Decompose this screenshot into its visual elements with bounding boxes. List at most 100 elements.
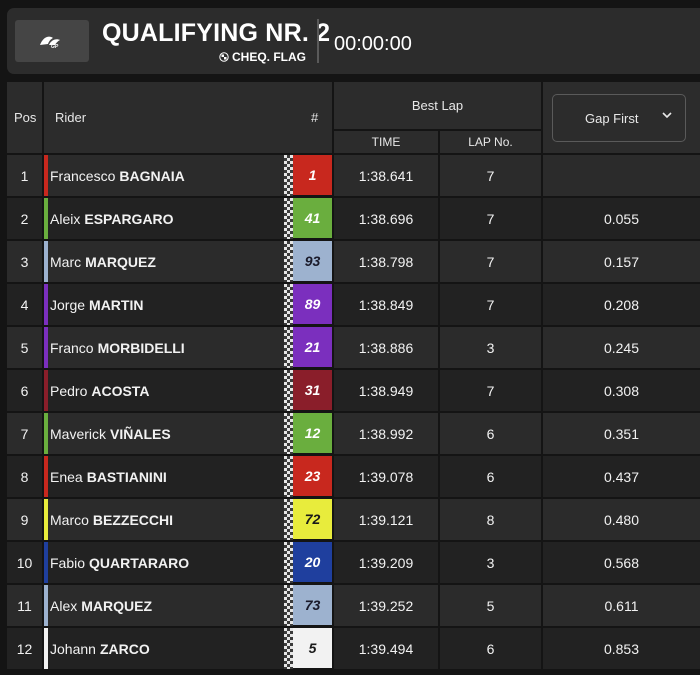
table-row[interactable]: 7 Maverick VIÑALES 12 1:38.992 6 0.351 <box>7 413 700 455</box>
gap-value: 0.351 <box>603 425 640 442</box>
team-color-stripe <box>44 413 48 454</box>
best-lap-time: 1:39.209 <box>358 554 414 571</box>
gap-cell: 0.055 <box>543 198 700 239</box>
rider-first-name: Pedro <box>50 382 88 399</box>
table-row[interactable]: 10 Fabio QUARTARARO 20 1:39.209 3 0.568 <box>7 542 700 584</box>
best-lap-time-cell: 1:38.886 <box>334 327 438 368</box>
rider-number-cell: 21 <box>284 327 332 369</box>
best-lap-time-cell: 1:39.209 <box>334 542 438 583</box>
rider-first-name: Francesco <box>50 167 116 184</box>
position-value: 2 <box>20 210 29 227</box>
lap-number: 7 <box>486 296 495 313</box>
team-color-stripe <box>44 198 48 239</box>
position-cell: 4 <box>7 284 42 325</box>
rider-last-name: BAGNAIA <box>119 167 185 184</box>
best-lap-time: 1:39.078 <box>358 468 414 485</box>
rider-number: 31 <box>293 370 332 410</box>
rider-last-name: MARTIN <box>89 296 144 313</box>
rider-cell: Alex MARQUEZ <box>44 585 290 626</box>
rider-last-name: MORBIDELLI <box>97 339 185 356</box>
gap-cell: 0.157 <box>543 241 700 282</box>
col-header-lap-no: LAP No. <box>440 131 541 153</box>
rider-last-name: MARQUEZ <box>81 597 153 614</box>
checkered-flag-icon <box>284 241 293 283</box>
position-value: 7 <box>20 425 29 442</box>
col-header-best-lap: Best Lap <box>334 82 541 129</box>
rider-number-cell: 5 <box>284 628 332 670</box>
rider-first-name: Marc <box>50 253 82 270</box>
rider-first-name: Marco <box>50 511 89 528</box>
rider-number: 41 <box>293 198 332 238</box>
best-lap-time-cell: 1:38.696 <box>334 198 438 239</box>
rider-first-name: Johann <box>50 640 96 657</box>
rider-number: 20 <box>293 542 332 582</box>
rider-last-name: VIÑALES <box>110 425 171 442</box>
chevron-down-icon <box>662 112 672 119</box>
position-cell: 7 <box>7 413 42 454</box>
rider-first-name: Fabio <box>50 554 86 571</box>
lap-number: 7 <box>486 167 495 184</box>
rider-last-name: ESPARGARO <box>84 210 174 227</box>
rider-first-name: Aleix <box>50 210 81 227</box>
best-lap-time-cell: 1:39.494 <box>334 628 438 669</box>
best-lap-time: 1:38.949 <box>358 382 414 399</box>
gap-value: 0.611 <box>604 597 639 614</box>
gap-value: 0.437 <box>603 468 640 485</box>
best-lap-time-cell: 1:38.949 <box>334 370 438 411</box>
checkered-flag-icon <box>284 370 293 412</box>
position-value: 8 <box>20 468 29 485</box>
gap-value: 0.157 <box>603 253 640 270</box>
best-lap-time-cell: 1:39.121 <box>334 499 438 540</box>
table-row[interactable]: 12 Johann ZARCO 5 1:39.494 6 0.853 <box>7 628 700 670</box>
table-row[interactable]: 8 Enea BASTIANINI 23 1:39.078 6 0.437 <box>7 456 700 498</box>
col-header-number: # <box>311 110 319 125</box>
header-divider <box>317 19 319 63</box>
rider-number: 12 <box>293 413 332 453</box>
table-row[interactable]: 5 Franco MORBIDELLI 21 1:38.886 3 0.245 <box>7 327 700 369</box>
rider-number: 93 <box>293 241 332 281</box>
table-row[interactable]: 9 Marco BEZZECCHI 72 1:39.121 8 0.480 <box>7 499 700 541</box>
gap-cell: 0.437 <box>543 456 700 497</box>
table-row[interactable]: 1 Francesco BAGNAIA 1 1:38.641 7 <box>7 155 700 197</box>
table-row[interactable]: 2 Aleix ESPARGARO 41 1:38.696 7 0.055 <box>7 198 700 240</box>
best-lap-time: 1:38.849 <box>358 296 414 313</box>
gap-cell: 0.245 <box>543 327 700 368</box>
lap-number: 7 <box>486 210 495 227</box>
checkered-flag-icon <box>284 413 293 455</box>
position-value: 5 <box>20 339 29 356</box>
col-header-pos: Pos <box>14 110 37 125</box>
rider-cell: Pedro ACOSTA <box>44 370 290 411</box>
lap-number-cell: 6 <box>440 628 541 669</box>
time-label: TIME <box>371 135 401 149</box>
lap-number-cell: 6 <box>440 413 541 454</box>
rider-number: 73 <box>293 585 332 625</box>
team-color-stripe <box>44 542 48 583</box>
lap-number-cell: 7 <box>440 241 541 282</box>
team-color-stripe <box>44 155 48 196</box>
rider-number: 89 <box>293 284 332 324</box>
gap-cell: 0.308 <box>543 370 700 411</box>
gap-cell: 0.480 <box>543 499 700 540</box>
gap-value: 0.308 <box>603 382 640 399</box>
lap-number: 3 <box>486 554 495 571</box>
gap-cell <box>543 155 700 196</box>
rider-cell: Johann ZARCO <box>44 628 290 669</box>
motogp-logo-icon: GP <box>15 20 89 62</box>
gap-mode-select[interactable]: Gap First <box>552 94 686 142</box>
table-row[interactable]: 4 Jorge MARTIN 89 1:38.849 7 0.208 <box>7 284 700 326</box>
col-header-time: TIME <box>334 131 438 153</box>
position-value: 6 <box>20 382 29 399</box>
table-row[interactable]: 6 Pedro ACOSTA 31 1:38.949 7 0.308 <box>7 370 700 412</box>
table-row[interactable]: 11 Alex MARQUEZ 73 1:39.252 5 0.611 <box>7 585 700 627</box>
gap-cell: 0.568 <box>543 542 700 583</box>
rider-first-name: Enea <box>50 468 83 485</box>
table-row[interactable]: 3 Marc MARQUEZ 93 1:38.798 7 0.157 <box>7 241 700 283</box>
gap-cell: 0.853 <box>543 628 700 669</box>
lap-number-cell: 6 <box>440 456 541 497</box>
best-lap-time: 1:39.121 <box>358 511 414 528</box>
lap-number: 7 <box>486 253 495 270</box>
checkered-flag-icon <box>284 155 293 197</box>
rider-number-cell: 23 <box>284 456 332 498</box>
lap-number: 3 <box>486 339 495 356</box>
rider-number: 1 <box>293 155 332 195</box>
